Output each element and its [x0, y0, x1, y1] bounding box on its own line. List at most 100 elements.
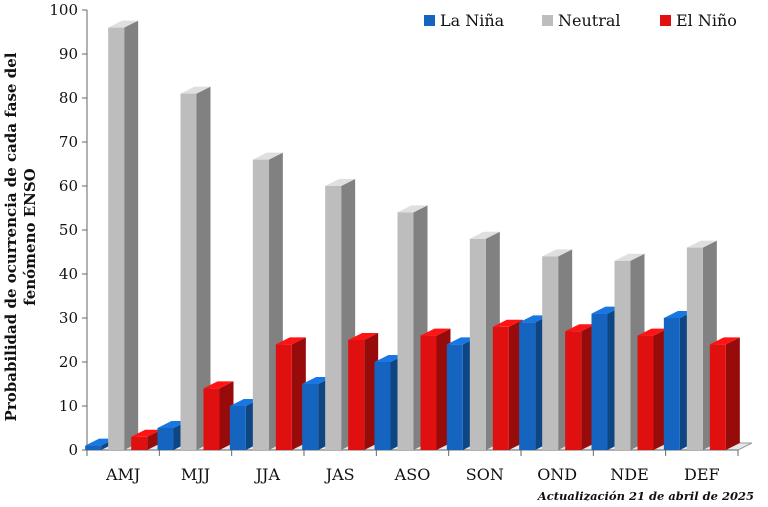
bar	[420, 328, 451, 450]
y-axis-label-line-2: fenómeno ENSO	[21, 168, 39, 306]
x-tick-label: JJA	[254, 465, 281, 484]
bar-front	[108, 27, 125, 450]
legend-label: El Niño	[676, 11, 737, 30]
y-tick-label: 0	[68, 441, 78, 459]
bar-front	[275, 344, 292, 450]
y-tick-label: 70	[59, 133, 78, 151]
bar-top	[492, 319, 523, 327]
legend-swatch	[542, 15, 553, 26]
bar-front	[302, 384, 319, 450]
bar-front	[420, 335, 437, 450]
bar-top	[180, 86, 211, 94]
bar-top	[348, 333, 379, 340]
bar-front	[85, 445, 102, 450]
bar-front	[325, 186, 342, 450]
y-tick-label: 60	[59, 177, 78, 195]
x-tick-label: DEF	[684, 465, 720, 484]
bar-top	[275, 337, 306, 345]
bar	[637, 328, 668, 450]
bar-top	[302, 377, 333, 384]
bar-top	[374, 355, 405, 362]
bar-top	[252, 152, 283, 160]
bar-top	[637, 328, 668, 336]
bar-front	[686, 247, 703, 450]
bar	[565, 324, 596, 450]
legend-label: La Niña	[440, 11, 505, 30]
bar-top	[709, 337, 740, 345]
bar-front	[492, 326, 509, 450]
bar-front	[374, 362, 391, 450]
bar-front	[157, 428, 174, 450]
bar-front	[709, 344, 726, 450]
bar-front	[229, 406, 246, 450]
y-tick-label: 10	[59, 397, 78, 415]
bar-top	[446, 337, 477, 345]
bar-front	[519, 322, 536, 450]
bar-top	[203, 381, 234, 389]
legend-entry: La Niña	[424, 11, 505, 30]
bar-front	[397, 212, 414, 450]
bar-top	[686, 240, 717, 248]
bar-front	[180, 93, 197, 450]
bar-top	[591, 306, 622, 314]
bar-front	[252, 159, 269, 450]
bar-front	[446, 344, 463, 450]
y-tick-label: 80	[59, 89, 78, 107]
bar	[709, 337, 740, 450]
y-tick-label: 50	[59, 221, 78, 239]
legend-label: Neutral	[558, 11, 621, 30]
bar-top	[519, 315, 550, 323]
bar-side	[196, 86, 211, 450]
y-tick-label: 20	[59, 353, 78, 371]
bar-top	[542, 249, 573, 257]
x-tick-label: MJJ	[181, 465, 210, 484]
x-tick-label: OND	[537, 465, 577, 484]
bar-front	[542, 256, 559, 450]
y-tick-label: 40	[59, 265, 78, 283]
bar-top	[663, 311, 694, 318]
bar-front	[591, 313, 608, 450]
legend: La Niña Neutral El Niño	[424, 11, 737, 30]
bar-top	[325, 179, 356, 186]
legend-swatch	[424, 15, 435, 26]
y-tick-label: 90	[59, 45, 78, 63]
bar-side	[124, 20, 139, 450]
x-tick-label: ASO	[394, 465, 431, 484]
bar-top	[420, 328, 451, 336]
bar-front	[348, 340, 365, 450]
bar-side	[725, 337, 740, 450]
bar-front	[469, 238, 486, 450]
x-tick-label: AMJ	[105, 465, 140, 484]
legend-entry: Neutral	[542, 11, 621, 30]
update-note: Actualización 21 de abril de 2025	[537, 489, 754, 503]
y-axis-label: Probabilidad de ocurrencia de cada fase …	[2, 52, 20, 421]
bar-front	[565, 331, 582, 450]
legend-entry: El Niño	[660, 11, 737, 30]
bar	[348, 333, 379, 450]
bar	[492, 319, 523, 450]
x-tick-label: JAS	[324, 465, 355, 484]
bar	[180, 86, 211, 450]
bar	[275, 337, 306, 450]
bar-top	[157, 421, 188, 428]
bar-top	[108, 20, 139, 28]
y-tick-label: 30	[59, 309, 78, 327]
bar-top	[229, 399, 260, 406]
x-tick-label: NDE	[610, 465, 649, 484]
bar	[108, 20, 139, 450]
bar-front	[131, 436, 148, 450]
bar-front	[614, 260, 631, 450]
bar-top	[397, 205, 428, 213]
bar-top	[614, 253, 645, 261]
bar-front	[203, 388, 220, 450]
bar-front	[637, 335, 654, 450]
bar	[203, 381, 234, 450]
bar-top	[565, 324, 596, 332]
y-tick-label: 100	[49, 1, 78, 19]
bar-top	[469, 231, 500, 239]
legend-swatch	[660, 15, 671, 26]
x-tick-label: SON	[466, 465, 504, 484]
bar-top	[85, 438, 116, 446]
bar-front	[663, 318, 680, 450]
